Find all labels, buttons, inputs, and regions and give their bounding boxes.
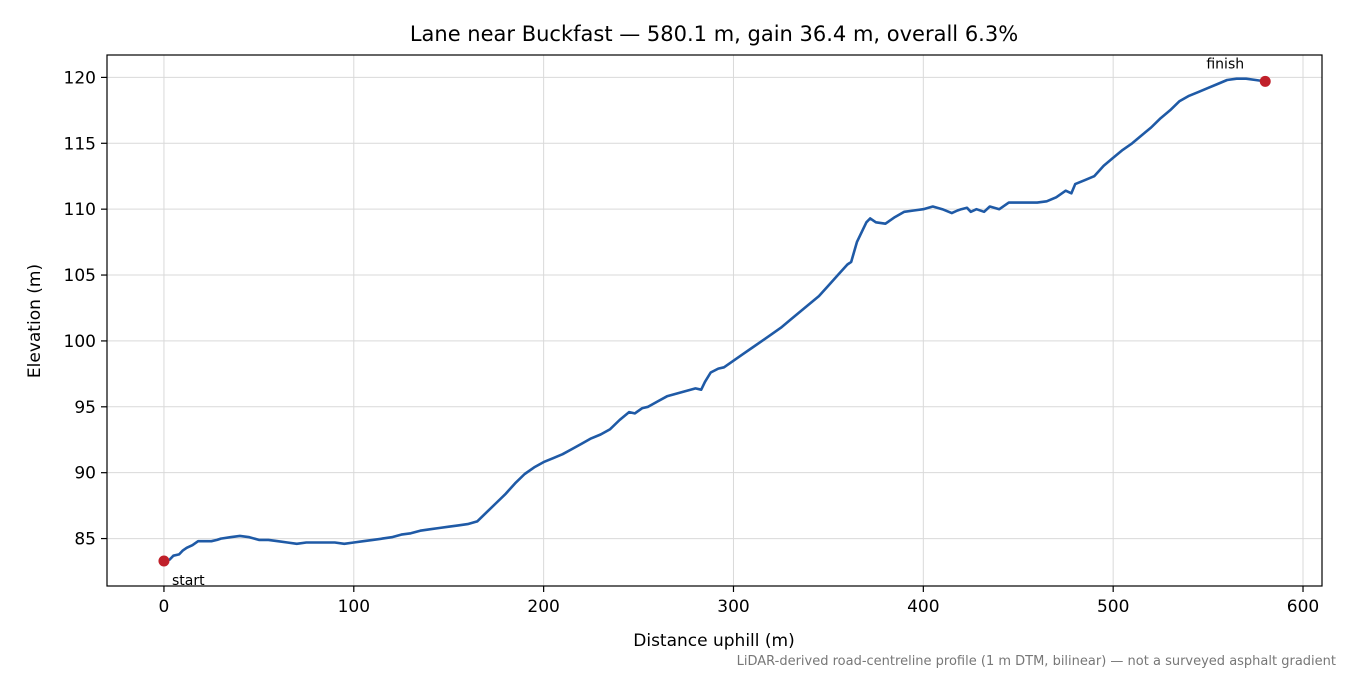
chart-title: Lane near Buckfast — 580.1 m, gain 36.4 … [410, 22, 1018, 46]
y-tick-label: 95 [74, 398, 96, 418]
x-tick-label: 500 [1097, 597, 1129, 617]
finish-label: finish [1206, 56, 1244, 72]
elevation-line [163, 77, 1266, 563]
x-tick-label: 600 [1287, 597, 1319, 617]
y-axis-label: Elevation (m) [25, 264, 45, 378]
y-tick-label: 115 [64, 134, 96, 154]
y-tick-label: 85 [74, 530, 96, 550]
y-tick-label: 100 [64, 332, 96, 352]
axis-ticks: 0 100 200 300 400 500 600 85 90 95 100 105 110 115 120 [64, 68, 1320, 617]
x-tick-label: 300 [717, 597, 749, 617]
endpoint-markers: start finish [158, 56, 1271, 589]
x-tick-label: 200 [527, 597, 559, 617]
x-axis-label: Distance uphill (m) [633, 631, 794, 651]
grid [107, 55, 1322, 586]
start-label: start [172, 573, 205, 589]
y-tick-label: 90 [74, 464, 96, 484]
y-tick-label: 105 [64, 266, 96, 286]
start-marker [158, 555, 170, 567]
finish-marker [1259, 75, 1271, 87]
x-tick-label: 0 [159, 597, 170, 617]
x-tick-label: 100 [338, 597, 370, 617]
plot-frame [106, 54, 1323, 587]
caption-note: LiDAR-derived road-centreline profile (1… [737, 654, 1336, 669]
y-tick-label: 120 [64, 68, 96, 88]
y-tick-label: 110 [64, 200, 96, 220]
x-tick-label: 400 [907, 597, 939, 617]
